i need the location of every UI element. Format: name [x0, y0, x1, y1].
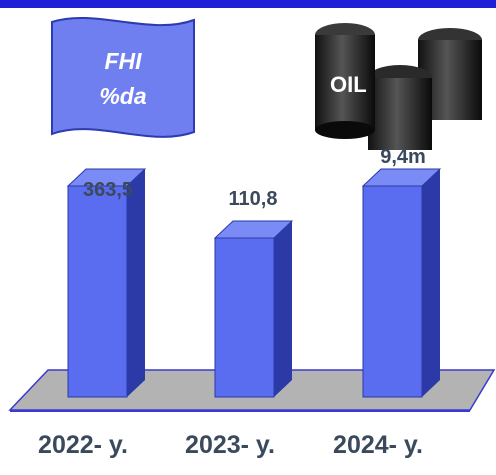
fhi-flag: FHI %da — [51, 16, 195, 138]
bar-2 — [214, 237, 275, 398]
bar-side-1 — [127, 169, 145, 397]
data-label-3: 9,4m — [380, 146, 426, 168]
bar-1 — [67, 185, 128, 398]
data-label-1: 363,5 — [83, 179, 133, 201]
category-label-2: 2023- y. — [185, 431, 275, 459]
category-label-3: 2024- y. — [333, 431, 423, 459]
bar-side-2 — [274, 221, 292, 397]
oil-barrel-label: OIL — [330, 72, 367, 97]
top-banner-strip — [0, 0, 496, 8]
data-label-2: 110,8 — [229, 188, 278, 210]
oil-barrels-icon: OIL — [302, 10, 492, 160]
flag-line-2: %da — [99, 83, 147, 109]
bar-side-3 — [422, 169, 440, 397]
bar-3 — [362, 185, 423, 398]
category-label-1: 2022- y. — [38, 431, 128, 459]
flag-line-1: FHI — [104, 48, 142, 74]
